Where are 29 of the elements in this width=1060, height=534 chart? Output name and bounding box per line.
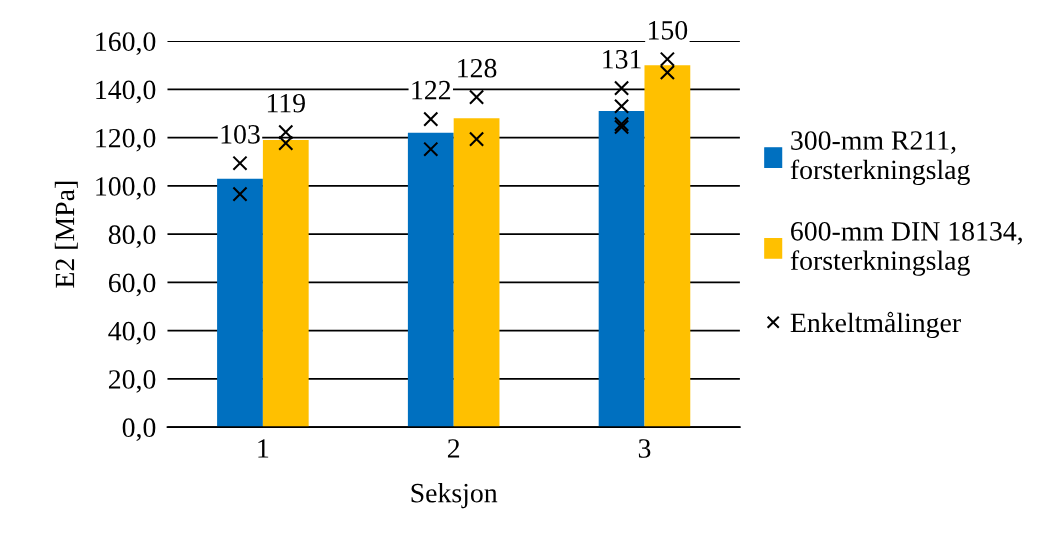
y-axis-title: E2 [MPa] bbox=[54, 181, 78, 288]
data-label: 150 bbox=[648, 20, 688, 40]
y-tick-label: 140,0 bbox=[96, 80, 156, 104]
bar bbox=[262, 140, 309, 428]
y-tick-label: 40,0 bbox=[108, 321, 156, 345]
legend-label: Enkeltmålinger bbox=[790, 311, 961, 338]
x-tick-label: 2 bbox=[447, 439, 460, 458]
y-tick-label: 0,0 bbox=[122, 418, 156, 442]
bar bbox=[453, 118, 500, 428]
legend-label: 600-mm DIN 18134, forsterkningslag bbox=[790, 221, 1022, 276]
data-label: 128 bbox=[458, 58, 497, 78]
bar bbox=[644, 65, 691, 428]
y-tick-label: 160,0 bbox=[96, 32, 156, 56]
bar bbox=[217, 178, 263, 428]
y-tick-label: 80,0 bbox=[108, 225, 156, 249]
y-tick-label: 120,0 bbox=[96, 128, 156, 152]
x-tick-label: 3 bbox=[638, 439, 651, 458]
y-tick-label: 60,0 bbox=[108, 273, 156, 297]
data-label: 119 bbox=[267, 93, 305, 113]
bar bbox=[407, 132, 454, 428]
bar bbox=[598, 111, 645, 428]
legend-label: 300-mm R211, forsterkningslag bbox=[790, 131, 970, 185]
data-label: 122 bbox=[412, 80, 451, 100]
data-label: 103 bbox=[221, 124, 260, 144]
data-label: 131 bbox=[603, 49, 641, 69]
x-axis-title: Seksjon bbox=[411, 482, 498, 509]
y-tick-label: 20,0 bbox=[108, 370, 156, 393]
x-tick-label: 1 bbox=[258, 439, 269, 458]
y-tick-label: 100,0 bbox=[96, 177, 156, 200]
